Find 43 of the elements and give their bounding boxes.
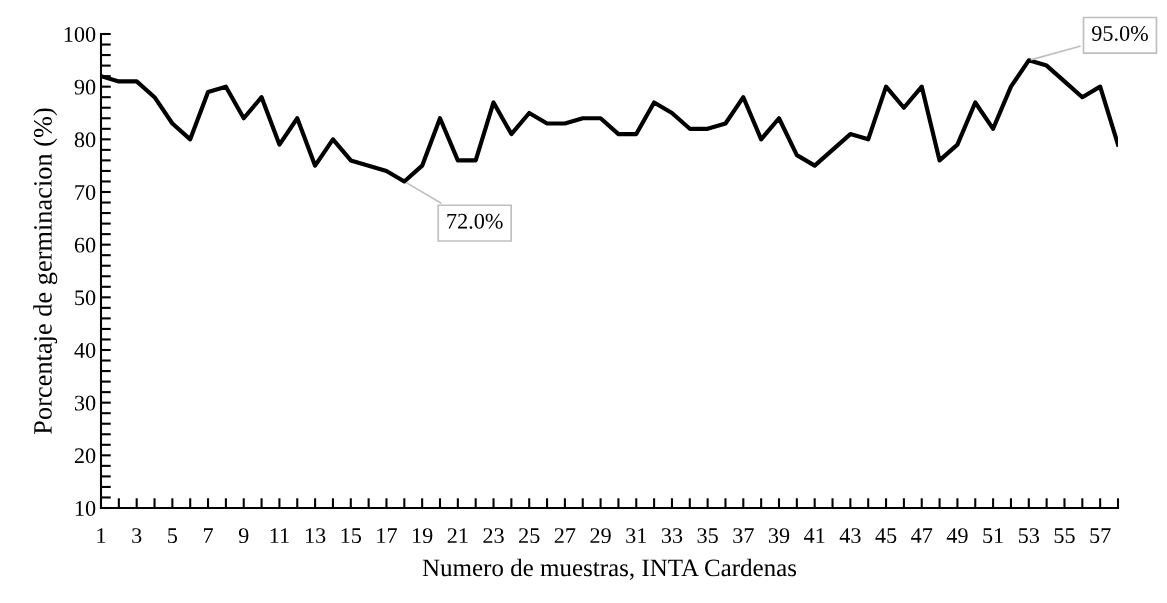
y-tick-label: 90: [74, 79, 96, 95]
x-tick-label: 15: [341, 528, 362, 544]
x-tick-label: 21: [447, 528, 468, 543]
x-tick-label: 7: [203, 528, 213, 543]
y-axis-title: Porcentaje de germinacion (%): [33, 108, 58, 434]
x-tick-label: 43: [839, 528, 861, 544]
x-tick-label: 55: [1054, 528, 1075, 544]
y-tick-label: 100: [64, 26, 96, 42]
y-tick-label: 70: [75, 184, 96, 200]
x-tick-label: 35: [697, 528, 718, 544]
x-tick-label: 45: [875, 528, 897, 544]
x-tick-label: 27: [554, 528, 576, 543]
x-tick-label: 51: [983, 528, 1003, 544]
x-tick-label: 41: [804, 528, 825, 543]
x-tick-label: 29: [590, 528, 611, 544]
x-tick-label: 25: [519, 528, 540, 544]
x-tick-label: 5: [168, 528, 178, 544]
x-tick-label: 23: [483, 528, 504, 544]
y-tick-label: 10: [75, 500, 96, 516]
x-tick-label: 49: [946, 528, 968, 544]
x-tick-label: 33: [661, 528, 683, 544]
x-tick-label: 39: [768, 528, 790, 544]
y-tick-label: 40: [74, 342, 96, 358]
x-tick-label: 57: [1090, 528, 1111, 544]
y-tick-label: 50: [75, 290, 96, 306]
x-tick-label: 11: [270, 528, 289, 543]
x-tick-label: 17: [377, 528, 397, 543]
x-tick-label: 19: [413, 528, 433, 544]
x-axis-title: Numero de muestras, INTA Cardenas: [422, 558, 797, 580]
x-tick-label: 37: [733, 528, 754, 544]
y-tick-label: 80: [74, 132, 96, 148]
x-tick-label: 9: [238, 528, 249, 544]
x-tick-label: 47: [911, 528, 933, 543]
y-tick-label: 60: [74, 237, 96, 253]
y-tick-label: 30: [74, 395, 96, 411]
x-tick-label: 31: [626, 528, 647, 544]
x-tick-label: 53: [1018, 528, 1040, 544]
annotation: 72.0%: [447, 213, 503, 229]
annotation: 95.0%: [1092, 25, 1148, 41]
y-tick-label: 20: [74, 448, 96, 464]
x-tick-label: 1: [97, 528, 106, 543]
x-tick-label: 13: [305, 528, 326, 544]
x-tick-label: 3: [132, 528, 142, 544]
